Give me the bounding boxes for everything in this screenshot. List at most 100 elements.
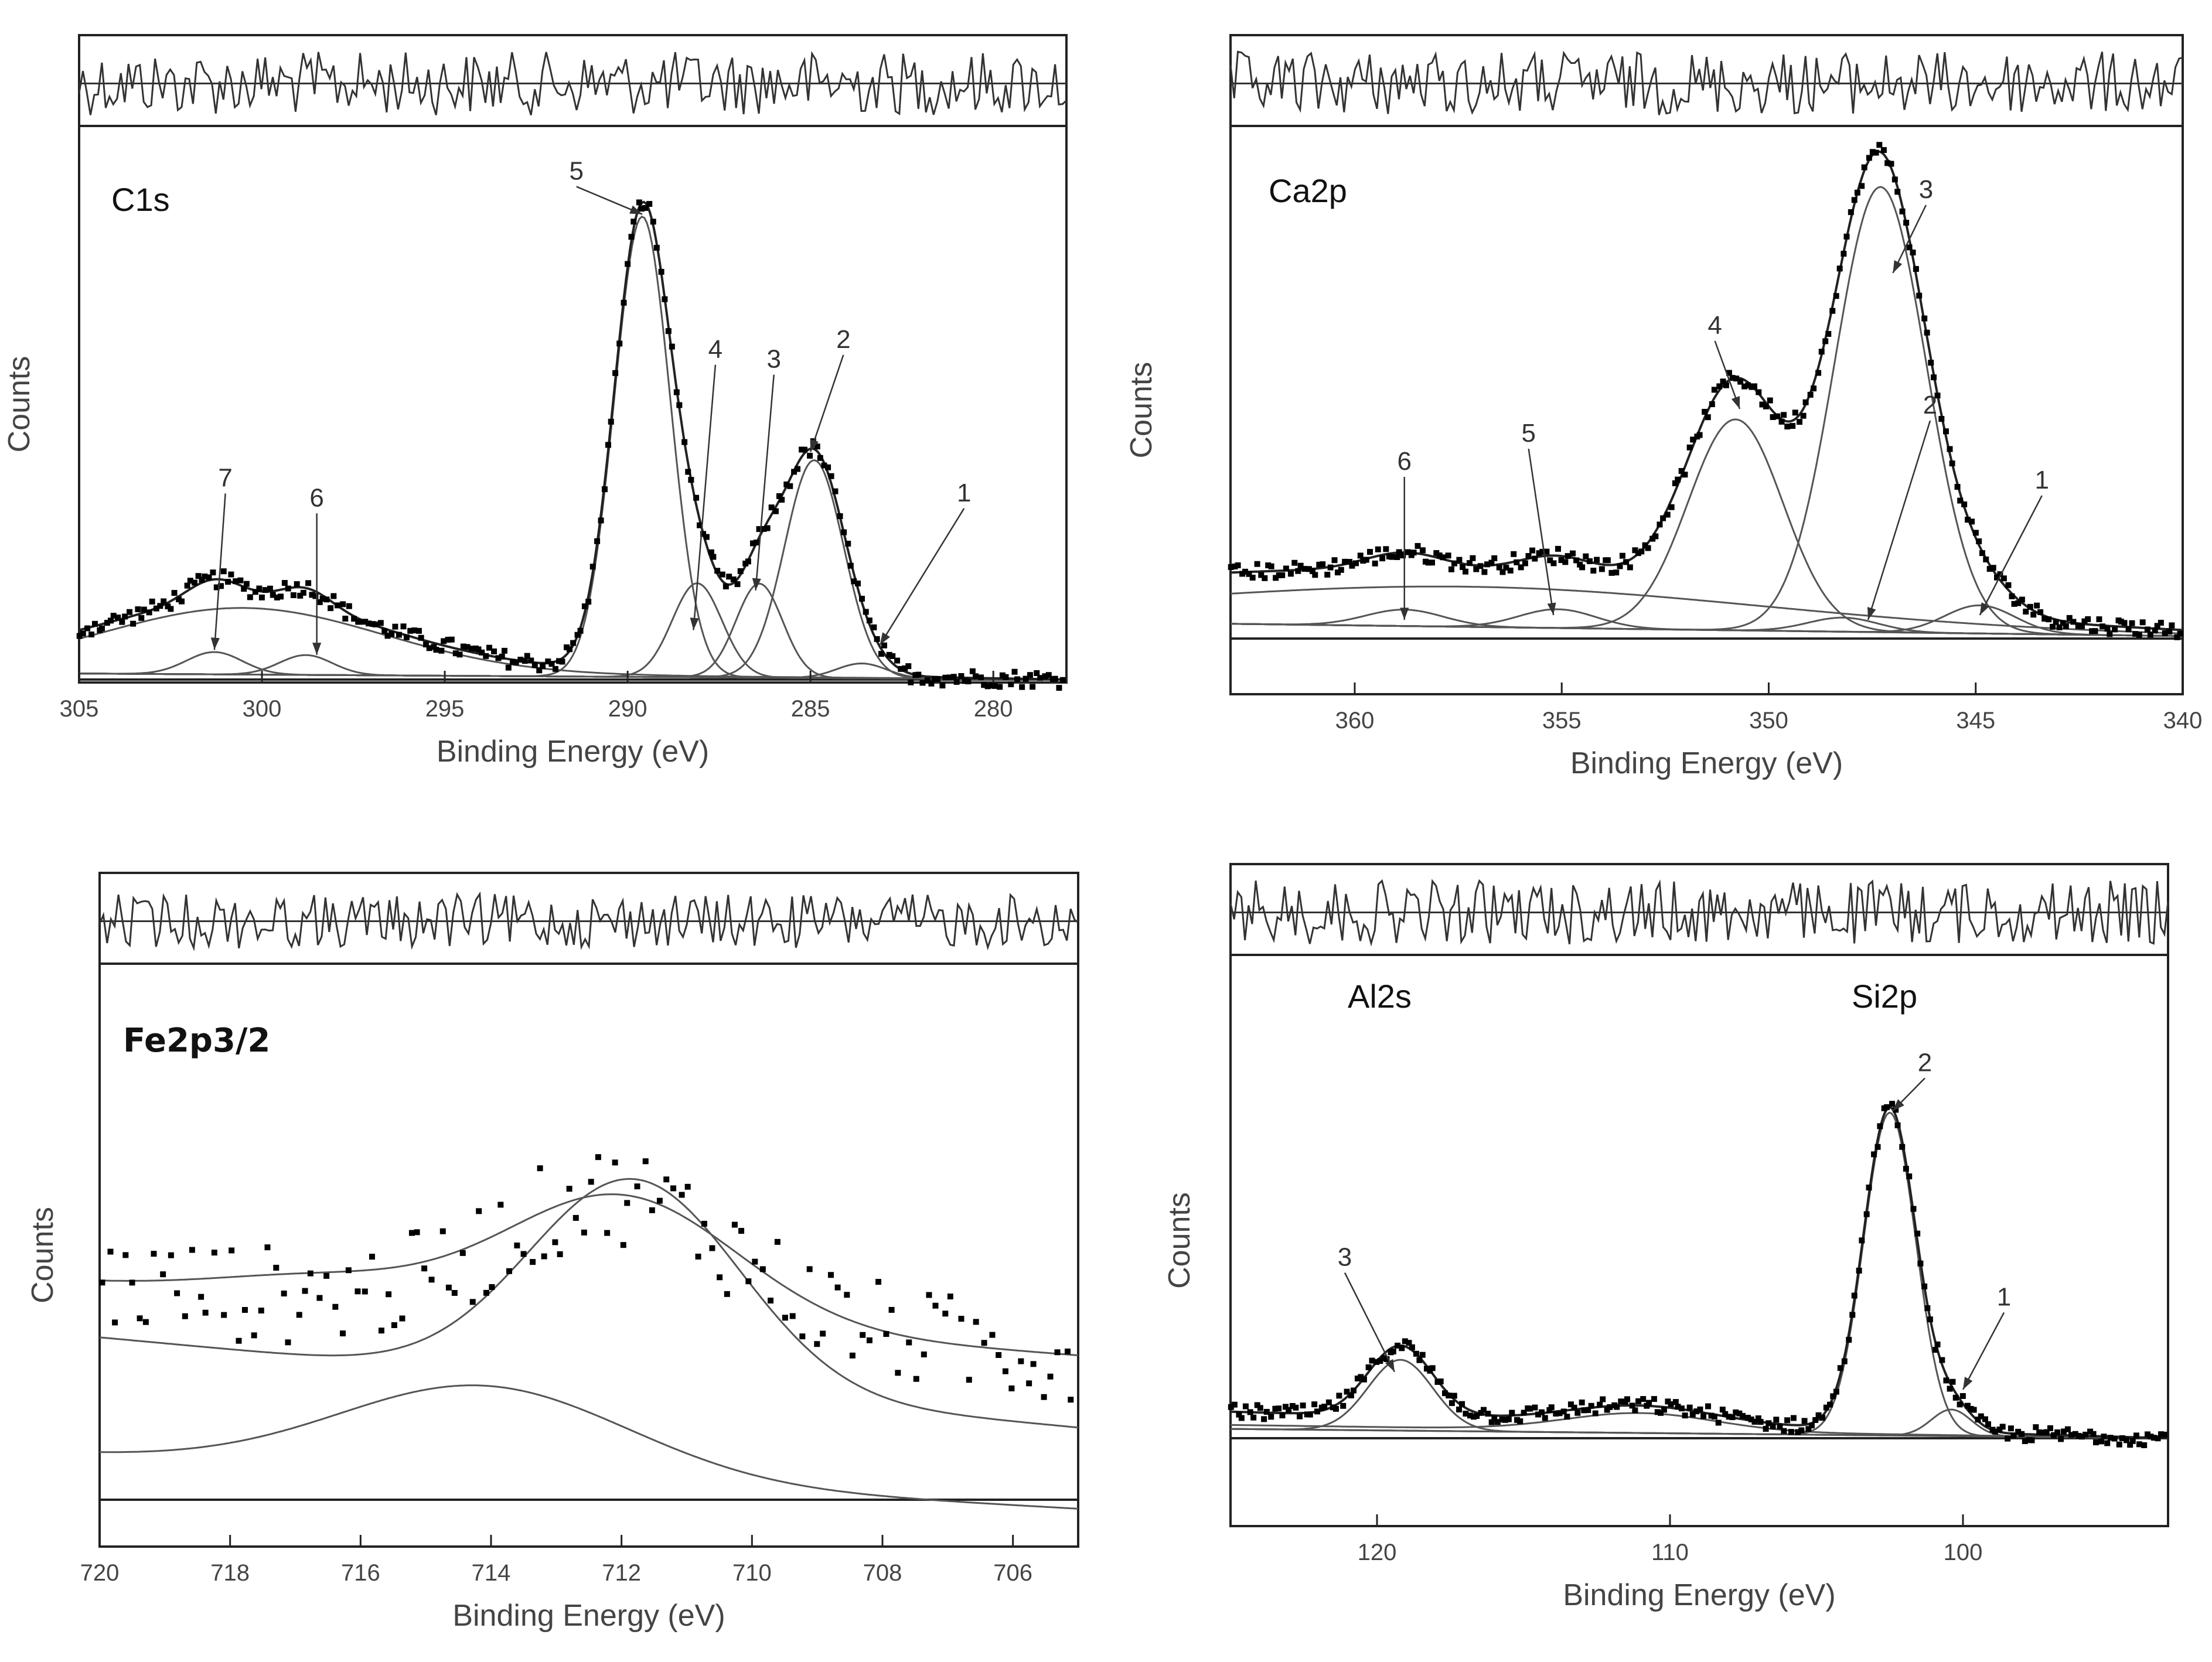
data-point [160, 1271, 166, 1278]
data-point [483, 1289, 489, 1296]
data-point [2046, 616, 2052, 623]
data-point [307, 1270, 313, 1277]
data-point [1711, 1414, 1717, 1420]
data-point [1959, 1393, 1966, 1399]
data-point [886, 651, 892, 658]
data-point [1972, 530, 1979, 536]
data-point [2104, 626, 2111, 632]
data-point [513, 659, 519, 666]
data-point [673, 389, 680, 395]
data-point [630, 219, 637, 225]
data-point [1759, 401, 1765, 408]
data-point [1477, 563, 1484, 569]
data-point [1068, 1397, 1074, 1403]
data-point [1843, 233, 1850, 240]
data-point [1304, 1411, 1310, 1418]
data-point [1708, 1412, 1715, 1419]
data-point [894, 657, 901, 664]
data-point [456, 651, 463, 658]
data-point [1436, 552, 1443, 559]
data-point [585, 599, 592, 605]
peak-label: 3 [766, 345, 780, 374]
data-point [608, 418, 614, 425]
data-point [1917, 1260, 1924, 1267]
data-point [1059, 677, 1066, 683]
data-point [433, 647, 439, 653]
data-point [346, 603, 352, 609]
peak-label: 4 [708, 335, 722, 364]
data-point [1640, 1396, 1647, 1402]
data-point [871, 624, 877, 630]
data-point [1349, 562, 1355, 569]
data-point [428, 1277, 435, 1283]
data-point [161, 598, 167, 605]
data-point [281, 580, 288, 586]
data-point [1478, 1410, 1484, 1416]
data-point [1722, 1411, 1729, 1417]
data-point [540, 663, 546, 669]
data-point [1618, 1398, 1624, 1405]
data-point [972, 673, 979, 680]
data-point [1668, 504, 1675, 510]
data-point [2047, 1425, 2054, 1431]
data-point [854, 580, 861, 586]
data-point [1893, 1107, 1899, 1113]
data-point [981, 682, 987, 688]
data-point [1564, 1414, 1570, 1420]
data-point [206, 574, 212, 581]
data-point [137, 1315, 143, 1322]
data-point [1741, 383, 1748, 390]
data-point [1709, 401, 1715, 407]
data-point [1957, 497, 1964, 504]
data-point [1871, 1151, 1877, 1158]
data-point [2162, 1431, 2168, 1438]
data-point [1383, 1356, 1390, 1362]
data-point [1592, 1410, 1598, 1417]
data-point [1829, 308, 1836, 314]
residual-trace [98, 891, 1079, 951]
x-tick-label: 714 [472, 1560, 511, 1586]
data-point [362, 1288, 368, 1295]
data-point [1054, 1349, 1061, 1356]
data-point [902, 665, 908, 671]
data-point [946, 674, 952, 681]
data-point [2129, 620, 2135, 626]
data-point [1331, 557, 1338, 564]
data-point [1790, 423, 1796, 429]
data-point [2089, 628, 2095, 634]
data-point [357, 619, 363, 625]
data-point [262, 587, 268, 593]
data-point [942, 674, 949, 681]
data-point [1570, 550, 1576, 557]
data-point [531, 662, 538, 668]
data-point [127, 609, 133, 615]
data-point [1064, 1348, 1071, 1354]
data-point [1770, 1424, 1776, 1430]
x-axis-label: Binding Energy (eV) [1563, 1578, 1835, 1612]
data-point [1419, 547, 1426, 554]
peak-label: 3 [1919, 175, 1933, 204]
data-point [1539, 548, 1546, 555]
data-point [1324, 571, 1331, 578]
data-point [1379, 555, 1386, 562]
data-point [1488, 1419, 1495, 1425]
data-point [1273, 575, 1279, 581]
data-point [1511, 551, 1517, 557]
data-point [1744, 1415, 1751, 1421]
data-point [1353, 560, 1359, 566]
peak-label: 1 [957, 479, 971, 507]
data-point [1041, 1394, 1047, 1400]
data-point [2150, 1435, 2157, 1441]
data-point [1773, 1417, 1780, 1423]
x-tick-label: 295 [425, 696, 465, 722]
data-point [1884, 1104, 1890, 1110]
data-point [703, 534, 710, 540]
data-point [309, 592, 315, 598]
data-point [414, 1229, 420, 1236]
data-point [545, 658, 551, 665]
data-point [1344, 1388, 1350, 1395]
data-point [80, 630, 86, 637]
data-point [1726, 1414, 1732, 1420]
data-point [1448, 1400, 1455, 1407]
data-point [1562, 559, 1569, 565]
